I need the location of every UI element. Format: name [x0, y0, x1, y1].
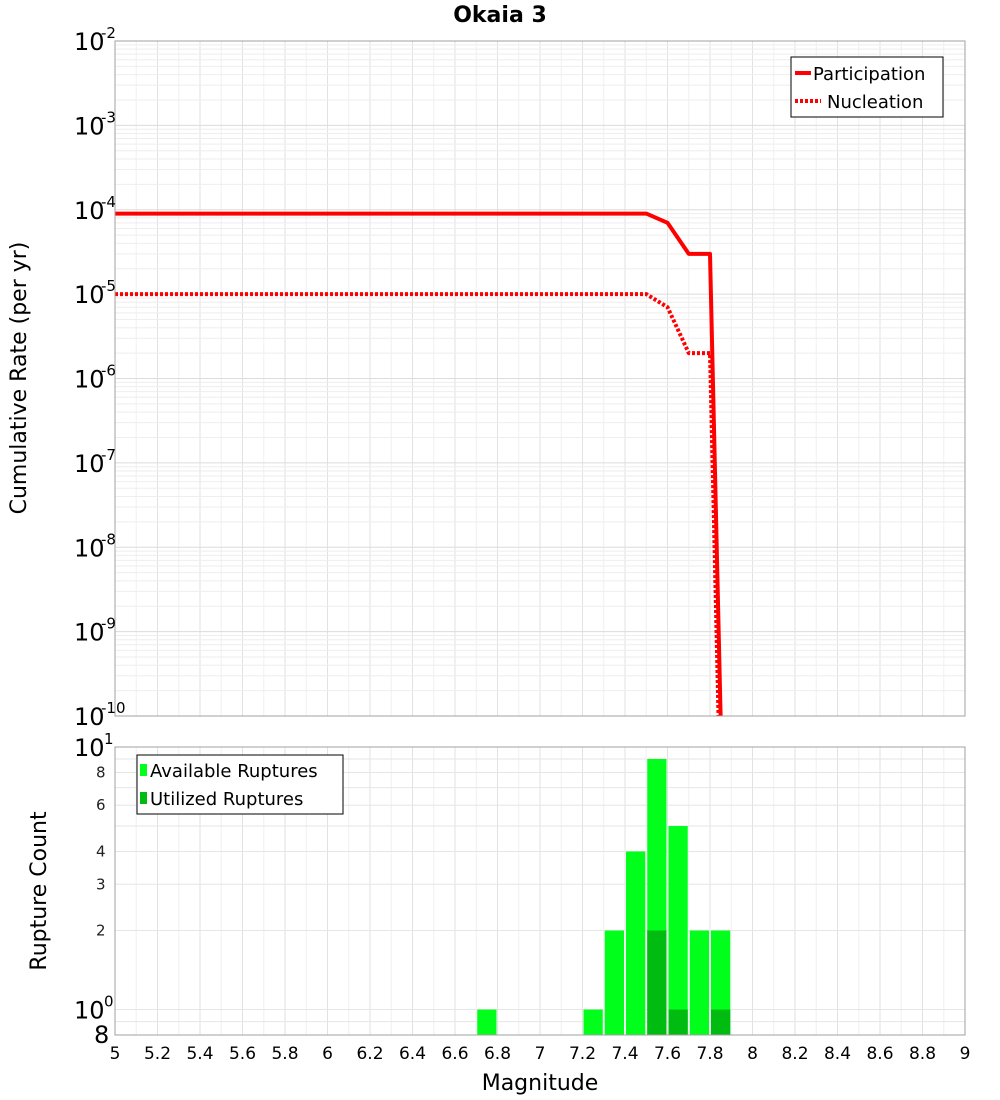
rate-y-tick: 10-7: [74, 446, 116, 478]
count-y-minor-tick: 8: [96, 763, 106, 781]
rate-legend: Participation Nucleation: [790, 56, 944, 118]
count-y-tick-exponent: 0: [104, 993, 114, 1011]
magnitude-x-tick: 9: [960, 1044, 971, 1064]
rate-y-tick: 10-8: [74, 530, 116, 562]
magnitude-x-axis-title: Magnitude: [482, 1071, 599, 1096]
count-legend: Available Ruptures Utilized Ruptures: [136, 754, 344, 815]
rate-legend-box: [790, 56, 944, 118]
rate-y-tick-exponent: -3: [101, 108, 116, 126]
count-y-minor-tick: 4: [96, 842, 106, 860]
available-rupture-bar: [583, 1009, 603, 1035]
rate-y-tick-base: 10: [74, 619, 105, 647]
magnitude-x-tick: 7.2: [569, 1044, 596, 1064]
rate-y-tick: 10-4: [74, 193, 116, 225]
magnitude-x-tick: 7.8: [696, 1044, 723, 1064]
rate-y-tick-exponent: -10: [101, 699, 126, 717]
rate-y-tick-base: 10: [74, 366, 105, 394]
magnitude-x-tick: 5.8: [271, 1044, 298, 1064]
chart-title: Okaia 3: [453, 3, 547, 28]
magnitude-x-tick: 5.4: [186, 1044, 213, 1064]
rate-y-tick: 10-5: [74, 277, 116, 309]
rate-y-tick: 10-6: [74, 362, 116, 394]
legend-nucleation-label: Nucleation: [827, 92, 923, 113]
count-y-axis-title: Rupture Count: [27, 811, 52, 971]
magnitude-x-tick: 8: [747, 1044, 758, 1064]
count-y-minor-tick: 3: [96, 875, 106, 893]
rate-y-tick: 10-2: [74, 24, 116, 56]
count-plot-border: [114, 746, 966, 1036]
rate-y-tick-base: 10: [74, 703, 105, 731]
rate-y-tick: 10-9: [74, 615, 116, 647]
magnitude-x-tick: 5.6: [229, 1044, 256, 1064]
legend-utilized-swatch: [140, 792, 147, 804]
legend-available-swatch: [140, 764, 147, 776]
magnitude-x-ticks: 5 5.2 5.4 5.6 5.8 6 6.2 6.4 6.6 6.8 7 7.2 7.4 7.6 7.8 8…: [110, 1044, 971, 1064]
magnitude-x-tick: 8.8: [909, 1044, 936, 1064]
rate-y-tick-base: 10: [74, 112, 105, 140]
rate-plot-border: [114, 40, 966, 717]
available-rupture-bar: [604, 930, 624, 1035]
available-rupture-bar: [689, 930, 709, 1035]
utilized-rupture-bar: [647, 930, 667, 1035]
rate-y-tick-exponent: -7: [101, 446, 116, 464]
rate-y-tick: 10-3: [74, 108, 116, 140]
magnitude-x-tick: 5.2: [144, 1044, 171, 1064]
count-y-major-tick: 10 0: [74, 993, 114, 1025]
count-legend-box: [136, 754, 344, 815]
rate-lines: [115, 211, 723, 717]
magnitude-x-tick: 7.4: [611, 1044, 638, 1064]
legend-available-label: Available Ruptures: [150, 761, 318, 782]
magnitude-x-tick: 7: [535, 1044, 546, 1064]
magnitude-x-tick: 8.6: [866, 1044, 893, 1064]
rate-y-tick-base: 10: [74, 281, 105, 309]
count-y-minor-tick: 8: [94, 1021, 109, 1049]
magnitude-x-tick: 6: [322, 1044, 333, 1064]
utilized-rupture-bar: [668, 1009, 688, 1035]
count-y-tick-exponent: 1: [104, 730, 114, 748]
count-y-minor-tick: 6: [96, 796, 106, 814]
rate-y-tick-exponent: -4: [101, 193, 116, 211]
rate-y-tick-exponent: -2: [101, 24, 116, 42]
magnitude-x-tick: 6.8: [484, 1044, 511, 1064]
count-y-major-tick: 10 1: [74, 730, 114, 762]
count-y-tick-base: 10: [74, 997, 105, 1025]
magnitude-x-tick: 7.6: [654, 1044, 681, 1064]
utilized-rupture-bar: [711, 1009, 731, 1035]
magnitude-x-tick: 6.4: [399, 1044, 426, 1064]
rate-y-tick-exponent: -5: [101, 277, 116, 295]
available-rupture-bar: [668, 826, 688, 1035]
rate-y-tick-base: 10: [74, 197, 105, 225]
rate-y-tick-base: 10: [74, 28, 105, 56]
rate-line-participation: [115, 211, 723, 717]
magnitude-x-tick: 8.4: [824, 1044, 851, 1064]
count-y-tick-base: 10: [74, 734, 105, 762]
rate-y-tick-base: 10: [74, 450, 105, 478]
magnitude-x-tick: 8.2: [781, 1044, 808, 1064]
rate-y-tick-exponent: -8: [101, 530, 116, 548]
available-rupture-bar: [711, 930, 731, 1035]
magnitude-x-tick: 6.2: [356, 1044, 383, 1064]
available-rupture-bar: [626, 851, 646, 1035]
rate-y-tick: 10-10: [74, 699, 126, 731]
rate-y-axis-title: Cumulative Rate (per yr): [7, 242, 32, 515]
rate-y-tick-base: 10: [74, 534, 105, 562]
rate-grid: [114, 41, 966, 717]
rate-y-tick-exponent: -9: [101, 615, 116, 633]
count-y-minor-tick: 2: [96, 922, 106, 940]
legend-utilized-label: Utilized Ruptures: [150, 789, 303, 810]
legend-participation-label: Participation: [813, 64, 925, 85]
magnitude-x-tick: 6.6: [441, 1044, 468, 1064]
magnitude-x-tick: 5: [110, 1044, 121, 1064]
available-rupture-bar: [477, 1009, 497, 1035]
count-bars: [477, 759, 731, 1035]
rate-y-tick-exponent: -6: [101, 362, 116, 380]
rate-line-nucleation: [115, 292, 721, 717]
